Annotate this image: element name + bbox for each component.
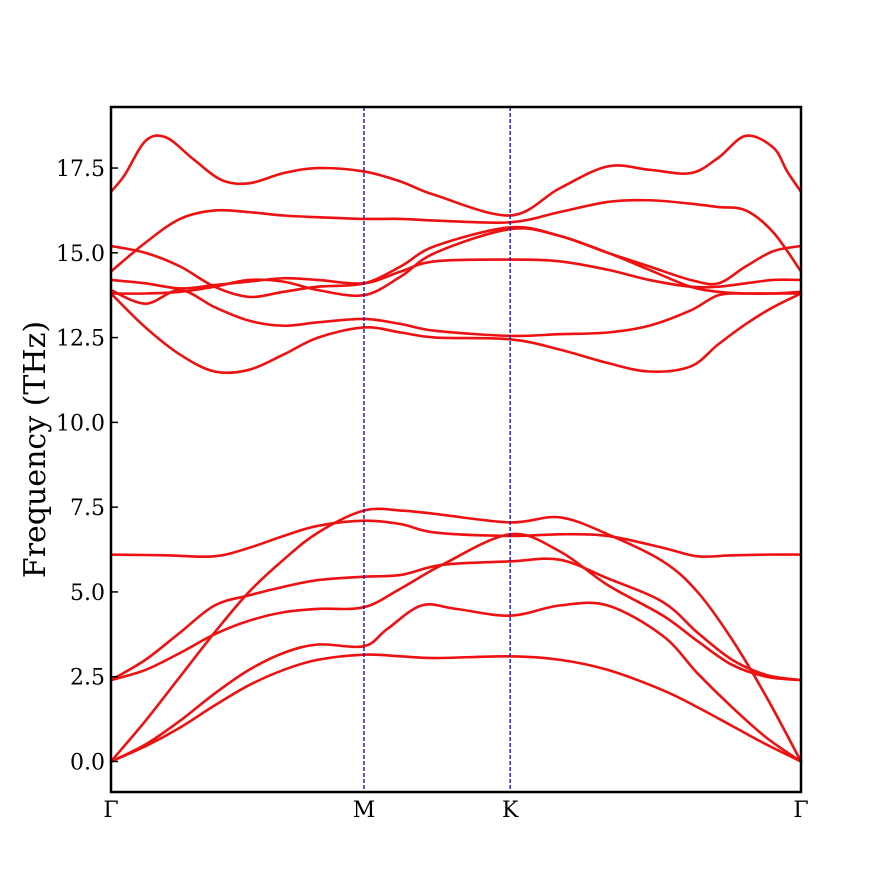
y-tick-label: 10.0 <box>56 411 105 436</box>
x-tick-label: M <box>353 798 376 823</box>
y-tick-label: 5.0 <box>70 581 105 606</box>
x-tick-label: K <box>502 798 519 823</box>
y-tick-label: 17.5 <box>56 157 105 182</box>
band-line-10 <box>109 258 803 290</box>
band-line-5 <box>109 557 803 682</box>
band-line-13 <box>109 134 803 217</box>
y-tick-label: 12.5 <box>56 327 105 352</box>
band-line-2 <box>109 601 803 763</box>
plot-frame <box>109 105 803 794</box>
band-line-6 <box>109 519 803 559</box>
band-line-7 <box>109 292 803 375</box>
y-tick-label: 2.5 <box>70 666 105 691</box>
high-symmetry-lines <box>363 107 511 792</box>
y-tick-label: 0.0 <box>70 750 105 775</box>
y-axis-title: Frequency (THz) <box>18 321 53 578</box>
x-tick-label: Γ <box>793 798 808 823</box>
y-axis-ticks: 0.0 2.5 5.0 7.5 10.0 12.5 15.0 17.5 <box>56 157 118 775</box>
band-lines <box>109 134 803 763</box>
band-line-1 <box>109 653 803 763</box>
band-line-11 <box>109 225 803 299</box>
x-tick-label: Γ <box>103 798 118 823</box>
band-line-8 <box>109 288 803 338</box>
y-tick-label: 15.0 <box>56 242 105 267</box>
band-line-12 <box>109 198 803 273</box>
y-tick-label: 7.5 <box>70 496 105 521</box>
band-line-4 <box>109 532 803 682</box>
